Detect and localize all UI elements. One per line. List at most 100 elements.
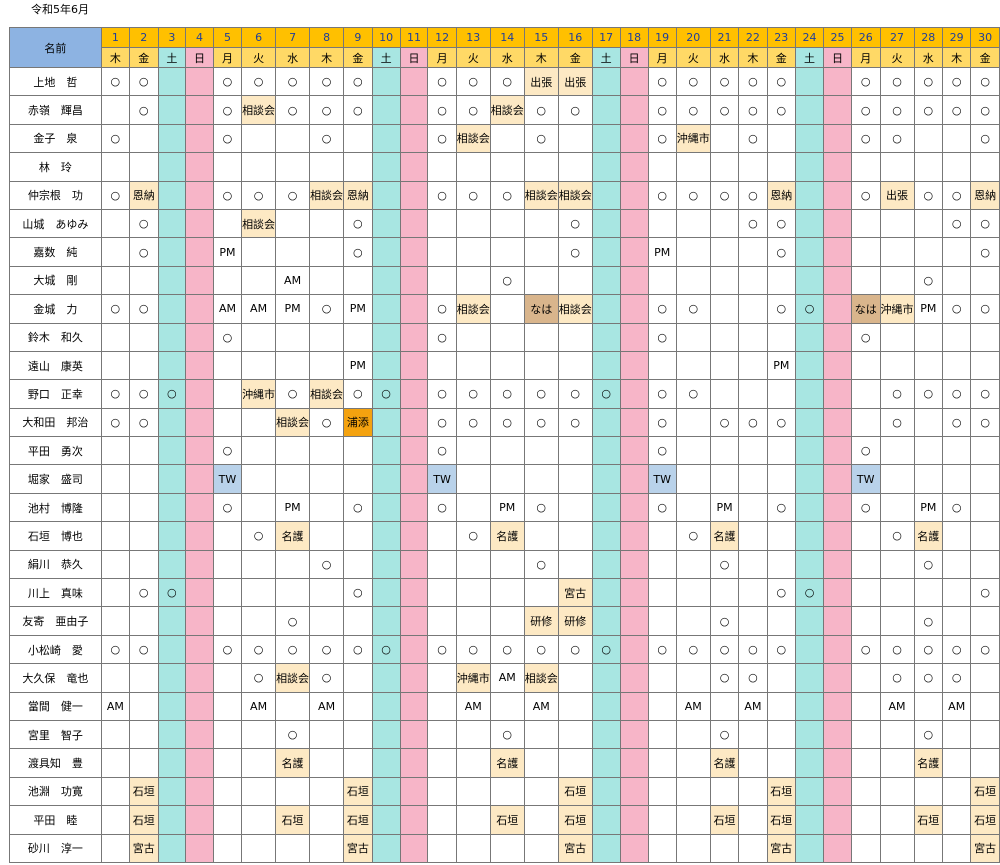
- schedule-cell: 宮古: [557, 578, 593, 608]
- schedule-cell: [850, 691, 881, 721]
- schedule-cell: [399, 464, 429, 494]
- schedule-cell: [371, 66, 401, 97]
- schedule-cell: [157, 776, 187, 807]
- schedule-cell: ○: [913, 719, 944, 750]
- schedule-cell: ○: [309, 66, 345, 97]
- schedule-cell: [942, 833, 972, 863]
- schedule-cell: [970, 464, 1000, 494]
- schedule-cell: [241, 776, 277, 807]
- schedule-cell: [100, 833, 130, 863]
- schedule-cell: [185, 350, 214, 381]
- staff-name: 大城 剛: [9, 265, 102, 296]
- schedule-cell: [399, 436, 429, 466]
- schedule-cell: [709, 294, 740, 324]
- schedule-cell: [128, 152, 159, 182]
- schedule-cell: [795, 691, 825, 721]
- schedule-cell: [157, 180, 187, 210]
- day-number-header: 14: [489, 27, 525, 48]
- schedule-cell: [275, 350, 311, 381]
- schedule-cell: [879, 208, 915, 239]
- schedule-cell: [399, 152, 429, 182]
- schedule-cell: [399, 237, 429, 267]
- schedule-cell: [343, 265, 373, 296]
- schedule-cell: [823, 549, 852, 580]
- schedule-cell: [399, 634, 429, 665]
- schedule-cell: [970, 265, 1000, 296]
- schedule-cell: [309, 152, 345, 182]
- schedule-cell: [557, 549, 593, 580]
- schedule-cell: [795, 719, 825, 750]
- schedule-cell: ○: [128, 237, 159, 267]
- schedule-cell: [709, 379, 740, 409]
- schedule-cell: [100, 95, 130, 125]
- day-number-header: 23: [766, 27, 797, 48]
- schedule-cell: 沖縄市: [455, 663, 491, 693]
- schedule-cell: ○: [557, 407, 593, 438]
- schedule-cell: [738, 549, 768, 580]
- schedule-cell: [185, 691, 214, 721]
- schedule-cell: [399, 805, 429, 835]
- schedule-cell: ○: [850, 66, 881, 97]
- schedule-cell: [591, 719, 621, 750]
- schedule-cell: [523, 322, 559, 352]
- schedule-cell: 相談会: [241, 208, 277, 239]
- schedule-cell: 名護: [489, 521, 525, 551]
- schedule-cell: ○: [343, 237, 373, 267]
- schedule-cell: [523, 578, 559, 608]
- staff-name: 池淵 功寛: [9, 776, 102, 807]
- day-number-header: 12: [427, 27, 457, 48]
- schedule-cell: [241, 549, 277, 580]
- schedule-cell: [399, 691, 429, 721]
- schedule-cell: [371, 578, 401, 608]
- schedule-cell: ○: [523, 492, 559, 523]
- schedule-cell: [766, 748, 797, 778]
- schedule-cell: [850, 208, 881, 239]
- schedule-cell: [455, 492, 491, 523]
- schedule-cell: ○: [913, 634, 944, 665]
- schedule-cell: 恩納: [970, 180, 1000, 210]
- schedule-cell: [427, 805, 457, 835]
- schedule-cell: [343, 719, 373, 750]
- schedule-cell: [619, 436, 649, 466]
- schedule-cell: AM: [241, 294, 277, 324]
- schedule-cell: [427, 719, 457, 750]
- schedule-cell: [371, 549, 401, 580]
- schedule-cell: [675, 322, 711, 352]
- staff-name: 赤嶺 輝昌: [9, 95, 102, 125]
- schedule-cell: [823, 265, 852, 296]
- schedule-cell: ○: [557, 208, 593, 239]
- schedule-cell: ○: [275, 180, 311, 210]
- schedule-cell: [309, 521, 345, 551]
- schedule-cell: [795, 265, 825, 296]
- schedule-cell: [913, 776, 944, 807]
- schedule-cell: [427, 237, 457, 267]
- schedule-cell: [591, 776, 621, 807]
- schedule-cell: [343, 606, 373, 636]
- schedule-cell: [128, 748, 159, 778]
- schedule-cell: [619, 350, 649, 381]
- schedule-cell: [675, 350, 711, 381]
- schedule-cell: [212, 549, 243, 580]
- schedule-cell: [850, 606, 881, 636]
- schedule-cell: [100, 719, 130, 750]
- schedule-cell: 石垣: [913, 805, 944, 835]
- schedule-cell: ○: [455, 180, 491, 210]
- schedule-cell: [823, 237, 852, 267]
- schedule-cell: ○: [343, 634, 373, 665]
- schedule-cell: [241, 719, 277, 750]
- schedule-cell: [913, 833, 944, 863]
- schedule-cell: [212, 407, 243, 438]
- schedule-cell: ○: [738, 180, 768, 210]
- schedule-cell: TW: [427, 464, 457, 494]
- schedule-cell: ○: [557, 634, 593, 665]
- schedule-cell: [619, 492, 649, 523]
- schedule-cell: ○: [427, 294, 457, 324]
- schedule-cell: [619, 464, 649, 494]
- weekday-header: 木: [738, 47, 768, 68]
- weekday-header: 火: [879, 47, 915, 68]
- schedule-cell: [399, 549, 429, 580]
- schedule-cell: [241, 237, 277, 267]
- schedule-cell: [738, 805, 768, 835]
- schedule-cell: [913, 691, 944, 721]
- schedule-cell: [647, 152, 677, 182]
